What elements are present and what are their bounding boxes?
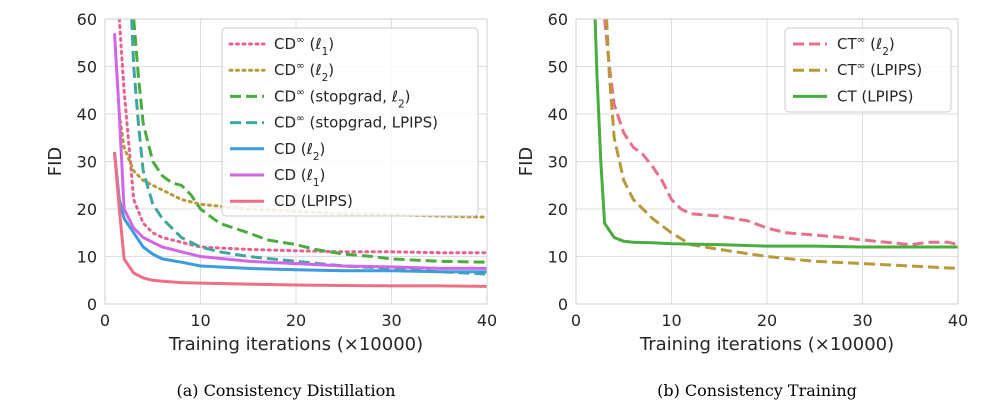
panel-caption: (a) Consistency Distillation bbox=[176, 381, 395, 400]
legend-entry: CT∞ (ℓ2) bbox=[837, 34, 895, 58]
y-tick-label: 10 bbox=[77, 248, 97, 267]
y-axis-label: FID bbox=[45, 147, 66, 177]
y-tick-label: 20 bbox=[77, 200, 97, 219]
x-axis-label: Training iterations (×10000) bbox=[639, 334, 894, 355]
series-line-cd-6 bbox=[113, 33, 487, 270]
x-tick-label: 20 bbox=[286, 311, 306, 330]
legend-entry: CT∞ (LPIPS) bbox=[837, 60, 922, 79]
legend-entry: CD∞ (stopgrad, ℓ2) bbox=[274, 86, 410, 110]
y-tick-label: 60 bbox=[548, 10, 568, 29]
y-tick-label: 50 bbox=[77, 58, 97, 77]
series-line-cd-1 bbox=[117, 19, 487, 255]
legend-entry: CD∞ (ℓ1) bbox=[274, 34, 334, 58]
x-axis-label: Training iterations (×10000) bbox=[168, 334, 423, 355]
y-tick-label: 20 bbox=[548, 200, 568, 219]
x-tick-label: 0 bbox=[100, 311, 110, 330]
y-tick-label: 0 bbox=[558, 295, 568, 314]
x-tick-label: 0 bbox=[571, 311, 581, 330]
series-line-cd-7 bbox=[113, 151, 487, 288]
y-tick-label: 30 bbox=[77, 153, 97, 172]
x-tick-label: 10 bbox=[661, 311, 681, 330]
x-tick-label: 20 bbox=[757, 311, 777, 330]
series-line-ct-2 bbox=[605, 19, 958, 270]
axes-frame bbox=[575, 18, 959, 305]
series-line-ct-1 bbox=[603, 19, 958, 247]
y-tick-label: 30 bbox=[548, 153, 568, 172]
y-axis-label: FID bbox=[516, 147, 537, 177]
y-tick-label: 10 bbox=[548, 248, 568, 267]
series-line-cd-3 bbox=[132, 19, 487, 264]
y-tick-label: 40 bbox=[77, 105, 97, 124]
legend-box bbox=[221, 27, 479, 217]
legend-entry: CT (LPIPS) bbox=[837, 87, 914, 105]
legend-entry: CD (ℓ1) bbox=[274, 166, 325, 189]
legend: CT∞ (ℓ2) CT∞ (LPIPS) CT (LPIPS) bbox=[784, 27, 952, 113]
legend-box bbox=[784, 27, 952, 113]
legend: CD∞ (ℓ1)CD∞ (ℓ2)CD∞ (stopgrad, ℓ2) CD∞ (s… bbox=[221, 27, 479, 217]
x-tick-label: 40 bbox=[948, 311, 968, 330]
x-tick-label: 30 bbox=[381, 311, 401, 330]
series-line-ct-3 bbox=[593, 19, 958, 249]
y-tick-label: 50 bbox=[548, 58, 568, 77]
panel-consistency-training: 0 10 20 30 40 0 10 20 30 40 50 60 Training iteration… bbox=[516, 10, 968, 400]
legend-entry: CD (LPIPS) bbox=[274, 192, 353, 210]
x-tick-label: 30 bbox=[852, 311, 872, 330]
axes-frame bbox=[104, 18, 488, 305]
legend-entry: CD∞ (ℓ2) bbox=[274, 60, 334, 84]
y-tick-label: 60 bbox=[77, 10, 97, 29]
legend-entry: CD (ℓ2) bbox=[274, 140, 325, 163]
legend-entry: CD∞ (stopgrad, LPIPS) bbox=[274, 113, 438, 132]
x-tick-label: 10 bbox=[190, 311, 210, 330]
y-tick-label: 40 bbox=[548, 105, 568, 124]
y-tick-label: 0 bbox=[87, 295, 97, 314]
panel-caption: (b) Consistency Training bbox=[657, 381, 857, 400]
x-tick-label: 40 bbox=[477, 311, 497, 330]
series-line-cd-5 bbox=[113, 151, 487, 274]
panel-consistency-distillation: 0 10 20 30 40 0 10 20 30 40 50 60 Training iteration… bbox=[45, 10, 497, 400]
